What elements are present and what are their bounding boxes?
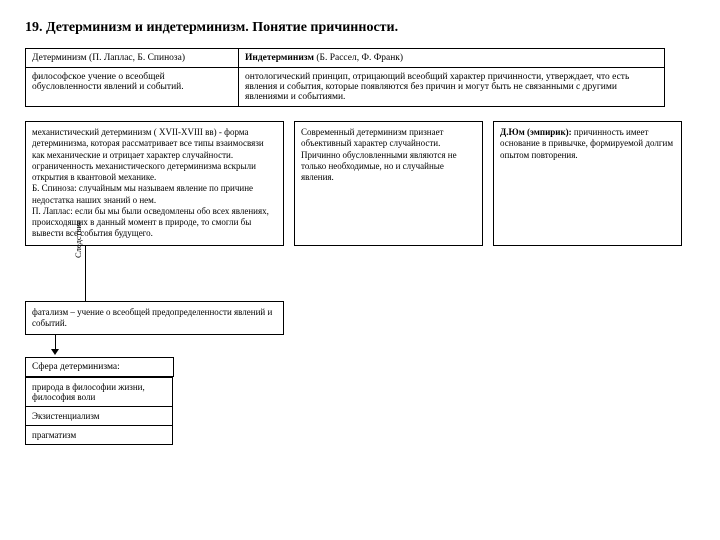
sphere-row-1: природа в философии жизни, философия вол… bbox=[26, 378, 173, 407]
top-comparison-table: Детерминизм (П. Лаплас, Б. Спиноза) Инде… bbox=[25, 48, 665, 107]
indeterminism-rest: (Б. Рассел, Ф. Франк) bbox=[314, 53, 403, 63]
sphere-row-2: Экзистенциализм bbox=[26, 407, 173, 426]
box-hume: Д.Юм (эмпирик): причинность имеет основа… bbox=[493, 121, 682, 246]
box-sphere-title: Сфера детерминизма: bbox=[25, 357, 174, 377]
arrow-head-icon bbox=[51, 349, 59, 355]
sphere-row-3: прагматизм bbox=[26, 426, 173, 445]
arrow-down bbox=[25, 335, 285, 357]
hume-bold: Д.Юм (эмпирик): bbox=[500, 127, 572, 137]
sphere-table: природа в философии жизни, философия вол… bbox=[25, 377, 173, 445]
connector-consequence: Следствие bbox=[25, 246, 285, 301]
connector-label: Следствие bbox=[73, 220, 83, 258]
box-modern-determinism: Современный детерминизм признает объекти… bbox=[294, 121, 483, 246]
cell-indeterminism-def: онтологический принцип, отрицающий всеоб… bbox=[239, 68, 665, 107]
vline bbox=[85, 246, 86, 301]
cell-determinism-def: философское учение о всеобщей обусловлен… bbox=[26, 68, 239, 107]
box-fatalism: фатализм – учение о всеобщей предопредел… bbox=[25, 301, 284, 336]
page-title: 19. Детерминизм и индетерминизм. Понятие… bbox=[25, 20, 695, 36]
cell-determinism-header: Детерминизм (П. Лаплас, Б. Спиноза) bbox=[26, 49, 239, 68]
detail-row: механистический детерминизм ( XVII-XVIII… bbox=[25, 121, 695, 246]
box-mechanistic: механистический детерминизм ( XVII-XVIII… bbox=[25, 121, 284, 246]
cell-indeterminism-header: Индетерминизм (Б. Рассел, Ф. Франк) bbox=[239, 49, 665, 68]
indeterminism-bold: Индетерминизм bbox=[245, 53, 314, 63]
